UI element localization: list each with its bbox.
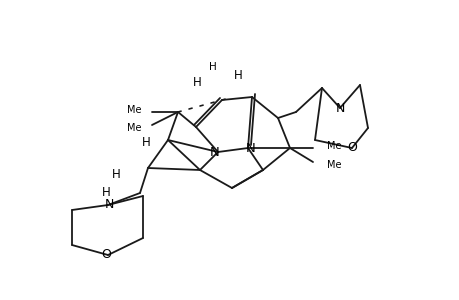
Text: N: N: [335, 101, 344, 115]
Text: H: H: [112, 169, 120, 182]
Text: O: O: [346, 140, 356, 154]
Text: H: H: [209, 62, 216, 72]
Text: H: H: [141, 136, 150, 148]
Text: H: H: [192, 76, 201, 88]
Text: Me: Me: [326, 141, 341, 151]
Text: N: N: [210, 146, 219, 158]
Text: Me: Me: [326, 160, 341, 170]
Text: N: N: [104, 199, 113, 212]
Text: H: H: [101, 185, 110, 199]
Text: O: O: [101, 248, 111, 262]
Text: Me: Me: [127, 123, 142, 133]
Text: H: H: [233, 68, 242, 82]
Text: N: N: [246, 142, 255, 154]
Text: Me: Me: [127, 105, 142, 115]
